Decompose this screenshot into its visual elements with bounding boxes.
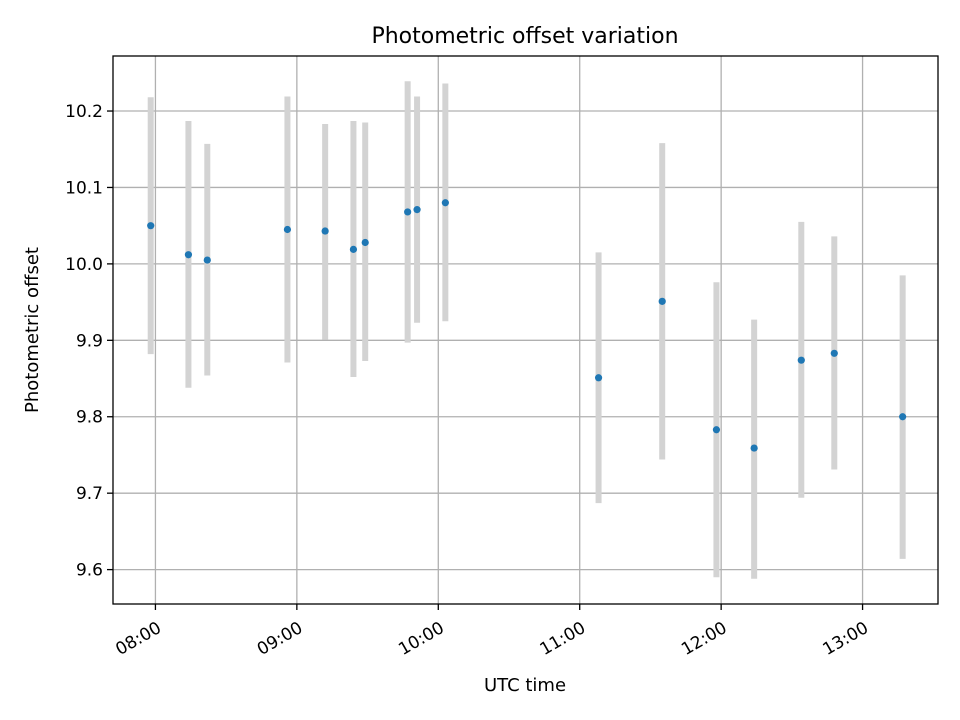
data-point xyxy=(712,426,721,434)
y-tick-label: 9.9 xyxy=(76,331,103,351)
data-point xyxy=(184,251,193,259)
data-point xyxy=(594,374,603,382)
data-point xyxy=(441,199,449,207)
plot-frame xyxy=(112,55,939,605)
data-point xyxy=(413,206,421,214)
y-axis-label: Photometric offset xyxy=(22,247,43,413)
x-tick-label: 11:00 xyxy=(537,618,589,660)
data-point xyxy=(404,208,412,216)
chart-title: Photometric offset variation xyxy=(371,24,678,49)
y-axis-ticks: 9.6 9.7 9.8 9.9 10.0 10.1 10.2 xyxy=(65,102,113,581)
data-point xyxy=(750,444,758,452)
y-tick-label: 9.8 xyxy=(76,408,103,428)
data-points xyxy=(147,199,907,452)
y-tick-label: 10.1 xyxy=(65,178,103,198)
x-tick-label: 10:00 xyxy=(395,618,447,660)
error-bars xyxy=(147,81,906,579)
x-axis-label: UTC time xyxy=(484,675,566,696)
data-point xyxy=(361,238,369,247)
y-tick-label: 9.7 xyxy=(76,484,103,504)
data-point xyxy=(899,413,907,421)
x-tick-label: 13:00 xyxy=(820,618,872,660)
x-tick-label: 09:00 xyxy=(254,618,306,660)
data-point xyxy=(147,222,155,230)
y-tick-label: 10.2 xyxy=(65,102,103,122)
y-tick-label: 10.0 xyxy=(65,255,103,275)
data-point xyxy=(797,356,805,364)
data-point xyxy=(830,349,838,357)
y-tick-label: 9.6 xyxy=(76,561,103,581)
data-point xyxy=(283,225,292,234)
data-point xyxy=(203,256,211,264)
x-tick-label: 12:00 xyxy=(678,618,730,660)
x-tick-label: 08:00 xyxy=(112,618,164,660)
x-axis-ticks: 08:00 09:00 10:00 11:00 12:00 13:00 xyxy=(112,604,872,660)
data-point xyxy=(321,227,329,235)
data-point xyxy=(349,245,358,253)
data-point xyxy=(658,297,666,305)
grid xyxy=(113,56,938,604)
